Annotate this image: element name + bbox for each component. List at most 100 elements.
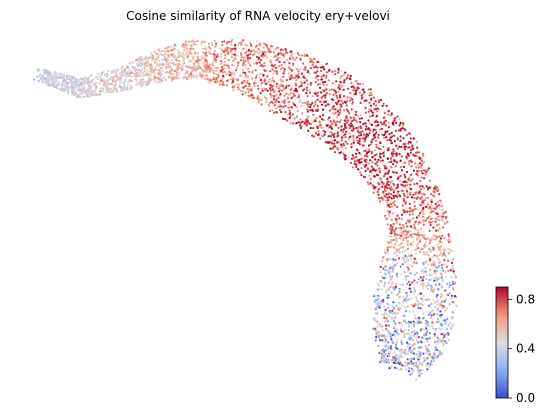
scatter-point (358, 151, 361, 155)
scatter-point (122, 71, 125, 74)
scatter-point (359, 121, 362, 124)
scatter-point (299, 58, 302, 61)
scatter-point (385, 193, 388, 196)
scatter-point (406, 346, 409, 349)
scatter-point (312, 135, 316, 138)
scatter-point (335, 80, 338, 83)
scatter-point (374, 100, 377, 103)
scatter-point (406, 184, 409, 187)
scatter-point (221, 83, 224, 86)
scatter-point (375, 115, 378, 118)
scatter-point (411, 331, 414, 334)
scatter-point (340, 129, 343, 132)
scatter-point (336, 120, 339, 123)
scatter-point (421, 172, 424, 175)
scatter-point (238, 83, 241, 86)
scatter-point (98, 87, 102, 90)
scatter-point (304, 101, 307, 104)
scatter-point (422, 275, 425, 278)
scatter-point (349, 96, 352, 99)
scatter-point (258, 98, 261, 101)
scatter-point (436, 317, 439, 320)
scatter-point (244, 51, 247, 54)
scatter-point (413, 329, 416, 332)
scatter-point (157, 72, 160, 75)
scatter-point (421, 268, 425, 271)
scatter-point (271, 79, 274, 82)
scatter-point (401, 127, 404, 130)
scatter-point (349, 125, 352, 128)
scatter-point (407, 349, 410, 352)
scatter-point (127, 70, 130, 74)
scatter-point (170, 71, 173, 74)
scatter-point (430, 199, 433, 202)
scatter-point (232, 78, 235, 81)
chart-title: Cosine similarity of RNA velocity ery+ve… (126, 9, 390, 23)
scatter-point (387, 193, 390, 196)
scatter-point (372, 185, 375, 188)
scatter-point (392, 245, 395, 248)
scatter-point (415, 173, 418, 176)
scatter-point (314, 80, 317, 83)
scatter-point (205, 69, 208, 72)
scatter-point (421, 303, 424, 307)
scatter-point (434, 348, 437, 351)
scatter-point (269, 59, 272, 62)
scatter-point (418, 157, 421, 160)
scatter-point (446, 282, 449, 285)
scatter-point (245, 66, 248, 69)
scatter-point (266, 89, 269, 92)
scatter-point (389, 275, 392, 278)
scatter-point (393, 119, 396, 122)
scatter-point (201, 47, 205, 50)
scatter-point (425, 197, 428, 200)
scatter-point (240, 59, 243, 62)
scatter-point (364, 149, 367, 152)
scatter-point (392, 152, 395, 155)
scatter-point (407, 142, 410, 145)
scatter-point (424, 219, 427, 222)
scatter-point (309, 109, 312, 112)
scatter-point (329, 147, 332, 150)
scatter-point (430, 274, 433, 277)
scatter-point (413, 291, 416, 294)
scatter-point (443, 333, 446, 336)
scatter-point (426, 169, 429, 172)
scatter-point (440, 268, 443, 272)
scatter-point (302, 62, 305, 65)
scatter-point (73, 76, 76, 79)
scatter-point (229, 47, 232, 50)
scatter-point (313, 92, 316, 95)
scatter-point (448, 292, 451, 295)
scatter-point (61, 82, 64, 85)
scatter-point (399, 328, 402, 331)
scatter-point (177, 65, 180, 68)
scatter-point (376, 190, 379, 193)
scatter-point (283, 99, 286, 102)
scatter-point (298, 100, 301, 103)
scatter-point (425, 352, 428, 355)
scatter-point (303, 81, 306, 84)
scatter-point (296, 52, 299, 55)
scatter-point (409, 219, 412, 222)
scatter-point (434, 340, 437, 343)
scatter-point (378, 171, 381, 174)
scatter-point (345, 130, 348, 133)
scatter-point (228, 73, 231, 77)
scatter-point (435, 277, 438, 280)
scatter-point (322, 113, 325, 117)
scatter-point (102, 77, 105, 80)
scatter-point (425, 244, 428, 247)
scatter-point (405, 277, 408, 280)
scatter-point (64, 80, 67, 83)
scatter-point (438, 219, 441, 222)
scatter-point (440, 333, 443, 336)
scatter-point (438, 283, 441, 286)
scatter-point (295, 75, 298, 78)
scatter-point (433, 355, 436, 358)
scatter-point (402, 124, 405, 127)
scatter-point (73, 89, 76, 92)
scatter-point (356, 136, 359, 139)
scatter-point (453, 295, 457, 298)
scatter-point (193, 62, 196, 65)
